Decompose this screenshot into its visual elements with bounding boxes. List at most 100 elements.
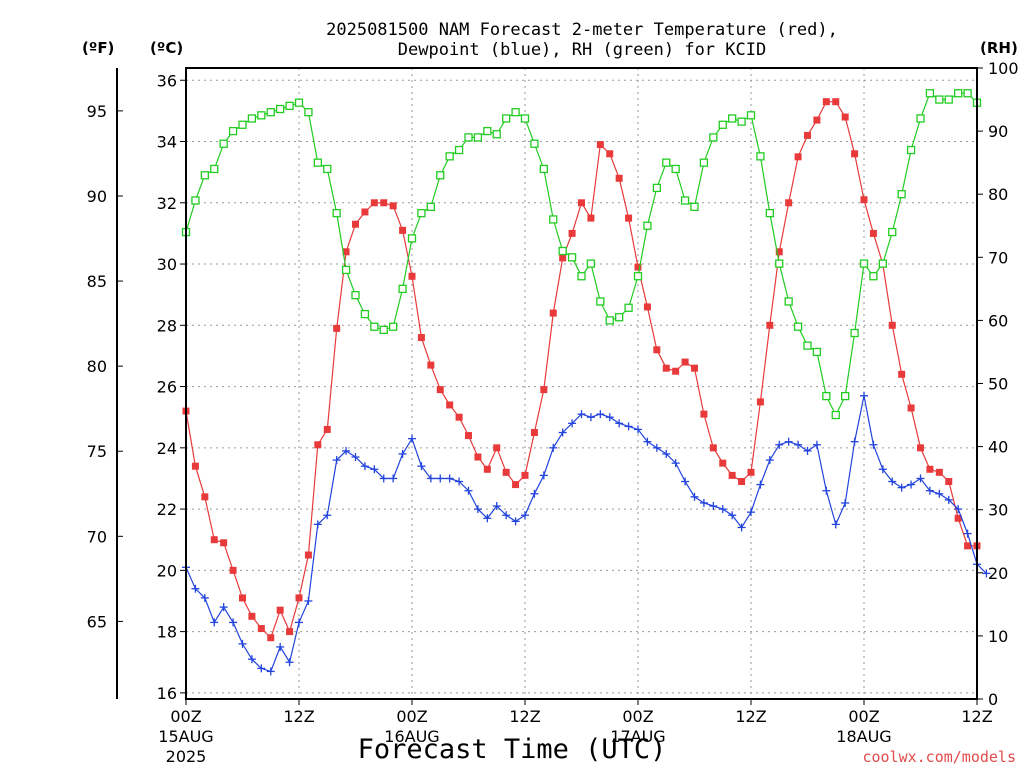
fahrenheit-tick-label: 80 [87,357,107,376]
data-point [530,429,538,437]
data-point [804,131,811,139]
data-point [916,474,925,483]
data-point [220,539,228,547]
data-point [888,321,896,329]
data-point [784,437,793,446]
data-point [690,202,699,211]
data-point [351,291,360,300]
data-point [389,322,398,331]
data-point [323,425,331,433]
celsius-tick-label: 34 [157,133,177,152]
data-point [200,171,209,180]
data-point [286,628,294,636]
celsius-tick-label: 28 [157,316,177,335]
celsius-tick-label: 24 [157,439,177,458]
data-point [380,199,388,207]
data-point [445,474,454,483]
data-point [210,536,218,544]
data-point [389,474,398,483]
fahrenheit-tick-label: 95 [87,102,107,121]
data-point [474,453,482,461]
data-point [493,444,501,452]
data-point [473,133,483,142]
data-point [276,642,285,651]
data-point [464,133,473,142]
data-point [605,413,614,422]
data-point [681,477,690,486]
data-point [954,505,963,514]
data-point [332,208,341,218]
data-point [229,618,238,627]
celsius-tick-label: 20 [157,561,177,580]
series-rh [181,89,982,420]
data-point [596,141,604,149]
x-axis-label: Forecast Time (UTC) [358,734,667,765]
data-point [690,492,699,501]
data-point [267,634,275,642]
data-point [492,502,501,511]
plot-frame [185,67,978,700]
data-point [738,478,746,486]
chart-title-line-1: 2025081500 NAM Forecast 2-meter Temperat… [326,20,838,40]
data-point [944,95,953,104]
celsius-tick-label: 16 [157,684,177,703]
data-point [247,655,256,664]
data-point [624,303,633,312]
data-point [793,322,803,331]
x-tick-label: 12Z [735,707,766,726]
data-point [737,117,746,126]
data-point [549,309,557,317]
data-point [313,158,322,167]
data-point [728,511,737,520]
data-point [841,498,850,507]
data-point [963,89,972,98]
data-point [257,664,266,673]
data-point [586,259,596,268]
data-point [257,625,265,633]
data-point [577,272,586,281]
data-point [766,321,774,329]
x-tick-label: 17AUG [610,727,665,746]
data-point [549,215,558,224]
data-point [408,434,416,443]
data-point [540,386,548,394]
data-point [700,410,708,418]
data-point [446,401,454,409]
data-point [925,89,935,98]
x-tick-label: 18AUG [836,727,891,746]
series-dewpoint [182,391,991,676]
data-point [483,465,491,473]
rh-tick-label: 10 [988,627,1008,646]
data-point [935,489,944,498]
data-point [342,248,350,256]
data-point [662,158,671,167]
rh-tick-label: 80 [988,185,1008,204]
rh-tick-label: 60 [988,311,1008,330]
data-point [878,259,887,268]
data-point [558,246,567,256]
data-point [333,324,341,332]
data-point [219,139,228,148]
data-point [228,126,238,136]
data-point [313,520,322,529]
data-point [304,108,313,117]
data-point [747,468,755,476]
data-point [191,584,200,593]
x-tick-label: 12Z [283,707,314,726]
rh-tick-label: 30 [988,501,1008,520]
data-point [652,443,661,452]
data-point [785,199,793,207]
x-tick-label: 16AUG [384,727,439,746]
data-point [210,164,219,174]
rh-tick-label: 0 [988,690,998,709]
x-tick-label: 15AUG [158,727,213,746]
data-point [737,523,746,532]
data-point [643,437,652,446]
series-line [185,395,987,673]
data-point [417,462,426,471]
data-point [935,95,944,104]
data-point [276,104,285,114]
data-point [954,514,962,522]
data-point [897,190,906,199]
data-point [455,413,463,421]
